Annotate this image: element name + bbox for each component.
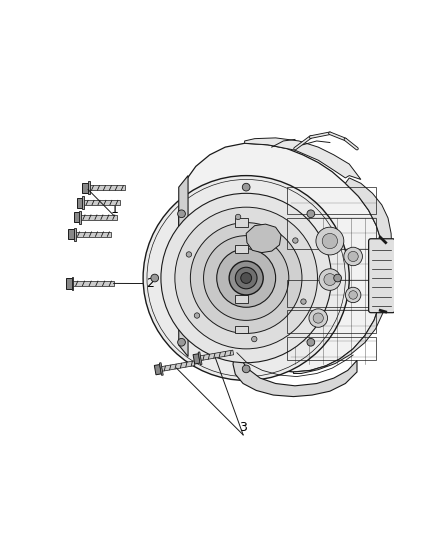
Polygon shape bbox=[84, 200, 120, 205]
Circle shape bbox=[151, 274, 159, 282]
Polygon shape bbox=[66, 278, 72, 288]
Polygon shape bbox=[201, 350, 233, 360]
Circle shape bbox=[301, 299, 306, 304]
Circle shape bbox=[309, 309, 328, 327]
Circle shape bbox=[307, 210, 315, 217]
Circle shape bbox=[242, 365, 250, 373]
Circle shape bbox=[348, 252, 358, 262]
Circle shape bbox=[316, 227, 344, 255]
Circle shape bbox=[229, 261, 263, 295]
Polygon shape bbox=[193, 354, 200, 364]
Polygon shape bbox=[88, 181, 89, 195]
Circle shape bbox=[307, 338, 315, 346]
PathPatch shape bbox=[233, 353, 357, 397]
Circle shape bbox=[191, 223, 302, 334]
Polygon shape bbox=[74, 212, 79, 222]
Circle shape bbox=[178, 338, 185, 346]
Circle shape bbox=[313, 313, 323, 323]
Circle shape bbox=[143, 175, 349, 381]
FancyBboxPatch shape bbox=[235, 245, 248, 253]
FancyBboxPatch shape bbox=[235, 295, 248, 303]
Polygon shape bbox=[162, 361, 195, 371]
Circle shape bbox=[241, 273, 251, 284]
Circle shape bbox=[322, 233, 338, 249]
Polygon shape bbox=[159, 363, 163, 375]
Polygon shape bbox=[72, 277, 74, 290]
Circle shape bbox=[319, 269, 341, 290]
Circle shape bbox=[194, 313, 200, 318]
FancyBboxPatch shape bbox=[235, 218, 248, 227]
Polygon shape bbox=[154, 365, 161, 375]
Circle shape bbox=[204, 236, 289, 320]
Circle shape bbox=[178, 210, 185, 217]
Circle shape bbox=[186, 252, 191, 257]
Circle shape bbox=[175, 207, 318, 349]
Polygon shape bbox=[74, 228, 76, 240]
Circle shape bbox=[346, 287, 361, 303]
PathPatch shape bbox=[245, 138, 361, 180]
Circle shape bbox=[235, 267, 257, 289]
Circle shape bbox=[349, 290, 357, 299]
PathPatch shape bbox=[179, 143, 384, 372]
Polygon shape bbox=[81, 215, 117, 220]
Circle shape bbox=[161, 193, 332, 363]
Polygon shape bbox=[89, 185, 125, 190]
Polygon shape bbox=[198, 352, 202, 365]
Text: 1: 1 bbox=[110, 203, 118, 216]
Circle shape bbox=[251, 336, 257, 342]
Polygon shape bbox=[82, 196, 84, 209]
Circle shape bbox=[217, 249, 276, 308]
Polygon shape bbox=[76, 232, 111, 237]
Polygon shape bbox=[77, 198, 82, 207]
Circle shape bbox=[344, 247, 362, 265]
Circle shape bbox=[235, 214, 241, 220]
PathPatch shape bbox=[246, 224, 281, 253]
Text: 2: 2 bbox=[146, 277, 154, 290]
Polygon shape bbox=[82, 183, 88, 193]
Circle shape bbox=[242, 183, 250, 191]
Circle shape bbox=[334, 274, 342, 282]
PathPatch shape bbox=[293, 178, 392, 374]
FancyBboxPatch shape bbox=[235, 326, 248, 334]
Polygon shape bbox=[68, 229, 74, 239]
Circle shape bbox=[293, 238, 298, 243]
FancyBboxPatch shape bbox=[369, 239, 395, 313]
Polygon shape bbox=[74, 281, 113, 286]
Polygon shape bbox=[79, 211, 81, 224]
Circle shape bbox=[324, 273, 336, 286]
PathPatch shape bbox=[179, 175, 188, 357]
Text: 3: 3 bbox=[239, 421, 247, 434]
